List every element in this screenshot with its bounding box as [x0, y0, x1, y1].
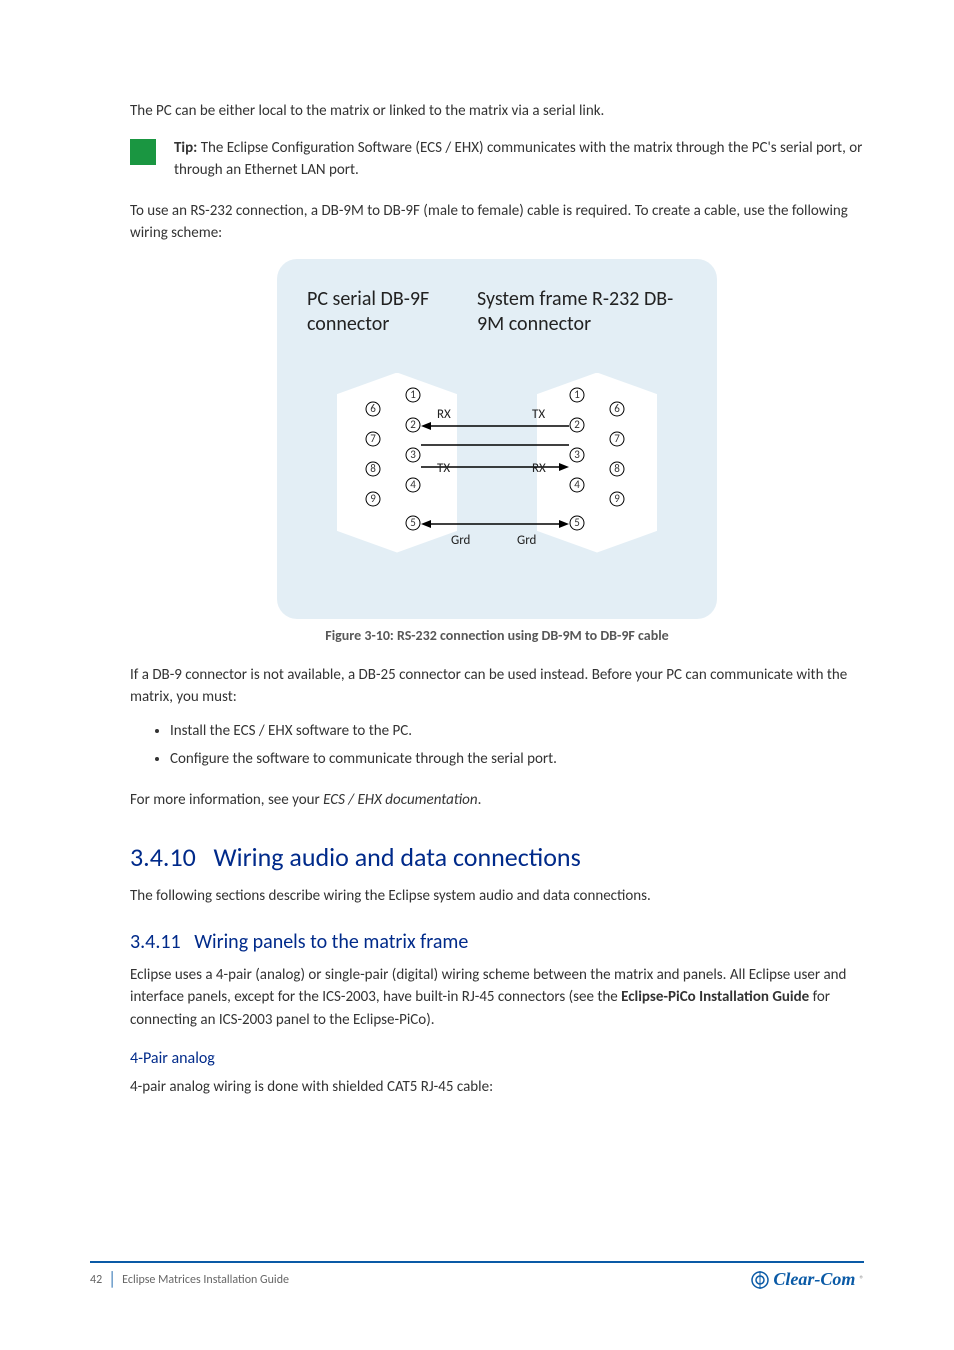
- pin-left-3: 3: [405, 447, 421, 463]
- tip-block: Tip: The Eclipse Configuration Software …: [130, 137, 864, 182]
- s411-body: Eclipse uses a 4-pair (analog) or single…: [130, 964, 864, 1032]
- pin-right-3: 3: [569, 447, 585, 463]
- wire-tx-to-rx: [421, 422, 569, 432]
- tip-label: Tip:: [174, 139, 197, 157]
- heading-3-4-10: 3.4.10 Wiring audio and data connections: [130, 841, 864, 873]
- pin-left-6: 6: [365, 401, 381, 417]
- page-footer: 42 │ Eclipse Matrices Installation Guide…: [90, 1261, 864, 1290]
- guide-ref: Eclipse-PiCo Installation Guide: [621, 988, 812, 1006]
- bullet-list: Install the ECS / EHX software to the PC…: [170, 719, 864, 771]
- heading-3-4-11: 3.4.11 Wiring panels to the matrix frame: [130, 930, 864, 954]
- bullet-2: Configure the software to communicate th…: [170, 747, 864, 771]
- heading-num: 3.4.10: [130, 841, 196, 873]
- pin-left-5: 5: [405, 515, 421, 531]
- label-rx-left: RX: [437, 407, 451, 422]
- pin-left-2: 2: [405, 417, 421, 433]
- tip-icon: [130, 139, 156, 165]
- heading-title: Wiring audio and data connections: [213, 841, 580, 873]
- 4pair-body: 4-pair analog wiring is done with shield…: [130, 1076, 864, 1099]
- footer-rule: [90, 1261, 864, 1263]
- s41-body: The following sections describe wiring t…: [130, 885, 864, 908]
- wiring-diagram: PC serial DB-9F connector System frame R…: [277, 259, 717, 619]
- pin-right-7: 7: [609, 431, 625, 447]
- pin-left-7: 7: [365, 431, 381, 447]
- heading-4pair: 4-Pair analog: [130, 1049, 864, 1068]
- brand-name: Clear-Com: [773, 1269, 855, 1290]
- page-number: 42: [90, 1273, 102, 1287]
- intro-p2: To use an RS-232 connection, a DB-9M to …: [130, 200, 864, 245]
- figure-caption: Figure 3-10: RS-232 connection using DB-…: [130, 627, 864, 644]
- pin-right-8: 8: [609, 461, 625, 477]
- pin-right-1: 1: [569, 387, 585, 403]
- pin-left-4: 4: [405, 477, 421, 493]
- wire-3-3: [421, 442, 569, 448]
- footer-divider: │: [108, 1270, 116, 1289]
- tip-body: The Eclipse Configuration Software (ECS …: [174, 139, 862, 180]
- pin-right-9: 9: [609, 491, 625, 507]
- label-grd-right: Grd: [517, 533, 536, 548]
- diagram-header-right: System frame R-232 DB-9M connector: [477, 287, 687, 337]
- bullet-1: Install the ECS / EHX software to the PC…: [170, 719, 864, 743]
- pin-left-8: 8: [365, 461, 381, 477]
- heading-title-2: Wiring panels to the matrix frame: [194, 930, 468, 954]
- registered-mark: ®: [859, 1274, 864, 1285]
- pin-left-1: 1: [405, 387, 421, 403]
- after-p2: For more information, see your ECS / EHX…: [130, 789, 864, 812]
- diagram-header-left: PC serial DB-9F connector: [307, 287, 477, 337]
- heading-num-2: 3.4.11: [130, 930, 181, 954]
- label-tx-right: TX: [532, 407, 545, 422]
- brand-logo: Clear-Com ®: [751, 1269, 864, 1290]
- wire-ground: [421, 520, 569, 530]
- pin-right-2: 2: [569, 417, 585, 433]
- doc-title: Eclipse Matrices Installation Guide: [122, 1273, 289, 1287]
- pin-right-6: 6: [609, 401, 625, 417]
- logo-icon: [751, 1271, 769, 1289]
- pin-right-4: 4: [569, 477, 585, 493]
- pin-left-9: 9: [365, 491, 381, 507]
- after-p1: If a DB-9 connector is not available, a …: [130, 664, 864, 709]
- label-rx-right: RX: [532, 461, 546, 476]
- intro-p1: The PC can be either local to the matrix…: [130, 100, 864, 123]
- pin-right-5: 5: [569, 515, 585, 531]
- tip-text: Tip: The Eclipse Configuration Software …: [174, 137, 864, 182]
- doc-ref: ECS / EHX documentation: [323, 791, 477, 809]
- label-grd-left: Grd: [451, 533, 470, 548]
- label-tx-left: TX: [437, 461, 450, 476]
